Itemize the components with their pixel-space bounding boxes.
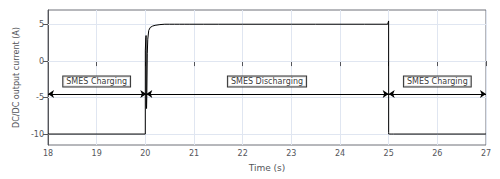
svg-text:27: 27 [481, 149, 491, 158]
svg-text:SMES Charging: SMES Charging [407, 77, 468, 86]
svg-text:0: 0 [39, 57, 44, 66]
svg-text:Time (s): Time (s) [248, 163, 286, 173]
svg-text:DC/DC output current (A): DC/DC output current (A) [12, 27, 21, 128]
svg-text:5: 5 [39, 20, 44, 29]
svg-text:25: 25 [384, 149, 394, 158]
svg-text:19: 19 [92, 149, 102, 158]
svg-text:-10: -10 [31, 130, 44, 139]
svg-text:20: 20 [140, 149, 150, 158]
svg-text:-5: -5 [36, 93, 44, 102]
svg-text:26: 26 [432, 149, 442, 158]
svg-text:SMES Charging: SMES Charging [66, 77, 127, 86]
svg-text:21: 21 [189, 149, 199, 158]
svg-text:22: 22 [238, 149, 248, 158]
svg-text:24: 24 [335, 149, 345, 158]
svg-text:SMES Discharging: SMES Discharging [231, 77, 303, 86]
svg-text:23: 23 [286, 149, 296, 158]
svg-text:18: 18 [43, 149, 53, 158]
